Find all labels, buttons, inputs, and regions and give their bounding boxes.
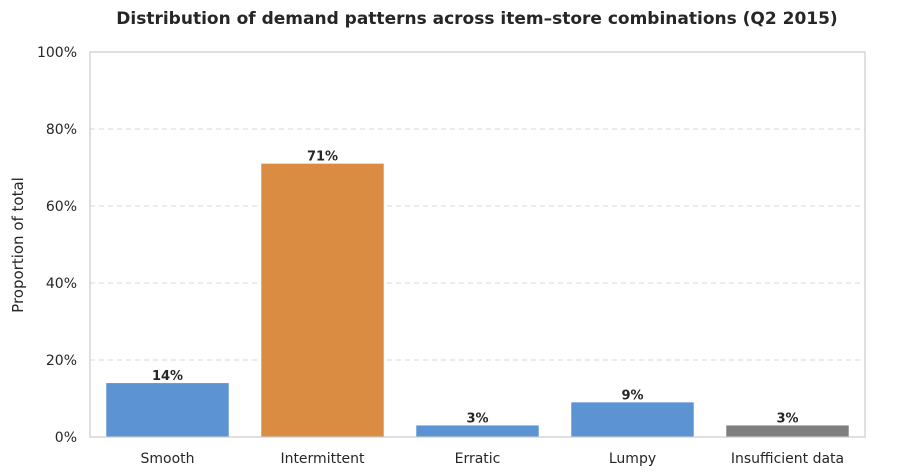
plot-frame [89,51,866,438]
bar-lumpy [571,402,694,437]
gridlines [90,128,865,361]
data-labels: 14% 71% 3% 9% 3% [152,150,799,427]
data-label: 71% [307,150,338,165]
y-tick-label: 0% [55,430,77,446]
x-tick-labels: Smooth Intermittent Erratic Lumpy Insufficie… [140,451,844,467]
y-tick-label: 20% [46,353,77,369]
bar-smooth [106,383,229,437]
x-tick-label: Intermittent [280,451,365,467]
bar-insufficient-data [726,425,849,437]
bars [106,163,849,437]
data-label: 3% [776,411,798,426]
x-tick-label: Smooth [140,451,194,467]
x-tick-label: Erratic [455,451,501,467]
chart-title: Distribution of demand patterns across i… [116,9,837,29]
y-axis-label: Proportion of total [9,177,27,313]
y-tick-label: 60% [46,199,77,215]
data-label: 14% [152,369,183,384]
y-tick-label: 80% [46,122,77,138]
bar-intermittent [261,163,384,437]
bar-erratic [416,425,539,437]
x-tick-label: Insufficient data [731,451,844,467]
data-label: 9% [621,388,643,403]
y-tick-label: 40% [46,276,77,292]
data-label: 3% [466,411,488,426]
y-tick-labels: 0% 20% 40% 60% 80% 100% [37,45,77,446]
y-tick-label: 100% [37,45,77,61]
x-tick-label: Lumpy [609,451,656,467]
